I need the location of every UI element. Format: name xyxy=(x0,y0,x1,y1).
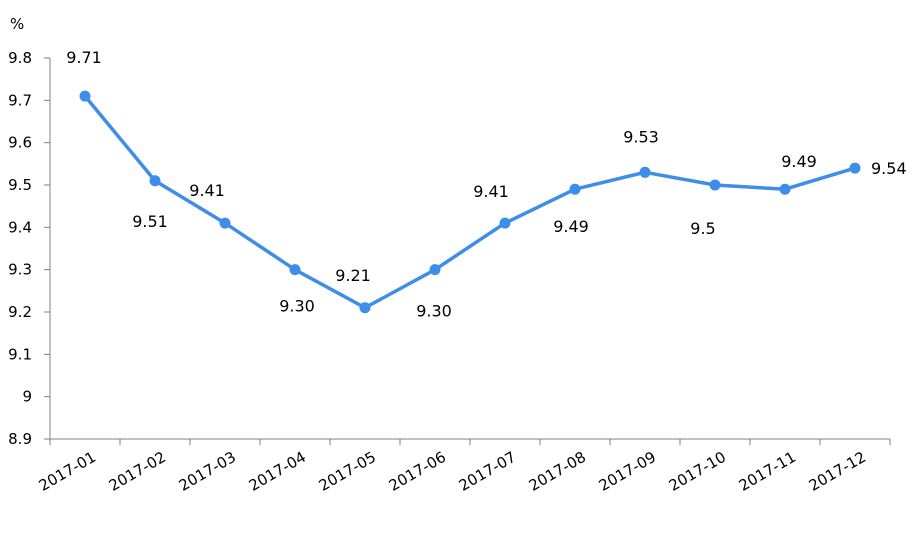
data-label: 9.49 xyxy=(781,152,817,171)
y-tick-label: 9.6 xyxy=(8,134,32,152)
data-label: 9.71 xyxy=(66,48,102,67)
y-tick-label: 9 xyxy=(22,388,32,406)
x-tick-label: 2017-09 xyxy=(596,448,659,495)
data-point xyxy=(779,183,791,195)
y-tick-label: 8.9 xyxy=(8,430,32,448)
x-tick-label: 2017-12 xyxy=(806,448,869,495)
x-tick-label: 2017-07 xyxy=(456,448,519,495)
y-tick-label: 9.5 xyxy=(8,176,32,194)
data-point xyxy=(149,175,161,187)
x-axis-ticks: 2017-01 2017-02 2017-03 2017-04 2017-05 2017-… xyxy=(36,439,891,495)
y-axis-unit-label: % xyxy=(10,15,24,33)
x-tick-label: 2017-08 xyxy=(526,448,589,495)
data-label: 9.30 xyxy=(279,297,315,316)
data-label: 9.49 xyxy=(553,217,589,236)
data-label: 9.54 xyxy=(871,159,907,178)
x-tick-label: 2017-03 xyxy=(176,448,239,495)
series-line xyxy=(83,94,857,310)
data-point xyxy=(429,264,441,276)
data-point xyxy=(219,217,231,229)
x-tick-label: 2017-04 xyxy=(246,448,309,495)
data-point xyxy=(359,302,371,314)
y-tick-label: 9.4 xyxy=(8,218,32,236)
data-label: 9.30 xyxy=(416,302,452,321)
data-label: 9.51 xyxy=(132,212,168,231)
data-point xyxy=(79,90,91,102)
data-point xyxy=(289,264,301,276)
x-tick-label: 2017-01 xyxy=(36,448,99,495)
data-point xyxy=(499,217,511,229)
y-tick-label: 9.3 xyxy=(8,261,32,279)
x-tick-label: 2017-06 xyxy=(386,448,449,495)
data-point xyxy=(639,166,651,178)
data-point xyxy=(709,179,721,191)
x-tick-label: 2017-11 xyxy=(736,448,799,495)
x-tick-label: 2017-02 xyxy=(106,448,169,495)
data-point xyxy=(569,183,581,195)
data-label: 9.41 xyxy=(189,181,225,200)
x-tick-label: 2017-05 xyxy=(316,448,379,495)
x-tick-label: 2017-10 xyxy=(666,448,729,495)
data-points xyxy=(79,90,861,314)
data-label: 9.53 xyxy=(623,127,659,146)
y-tick-label: 9.7 xyxy=(8,91,32,109)
y-tick-label: 9.8 xyxy=(8,49,32,67)
data-label: 9.5 xyxy=(690,219,715,238)
data-point xyxy=(849,162,861,174)
data-label: 9.21 xyxy=(335,266,371,285)
data-labels: 9.71 9.51 9.41 9.30 9.21 9.30 9.41 9.49 9.53 9.5 9… xyxy=(66,48,906,321)
y-tick-label: 9.1 xyxy=(8,345,32,363)
y-tick-label: 9.2 xyxy=(8,303,32,321)
data-label: 9.41 xyxy=(473,182,509,201)
y-axis-ticks: 9.8 9.7 9.6 9.5 9.4 9.3 9.2 9.1 9 8.9 xyxy=(8,49,50,448)
